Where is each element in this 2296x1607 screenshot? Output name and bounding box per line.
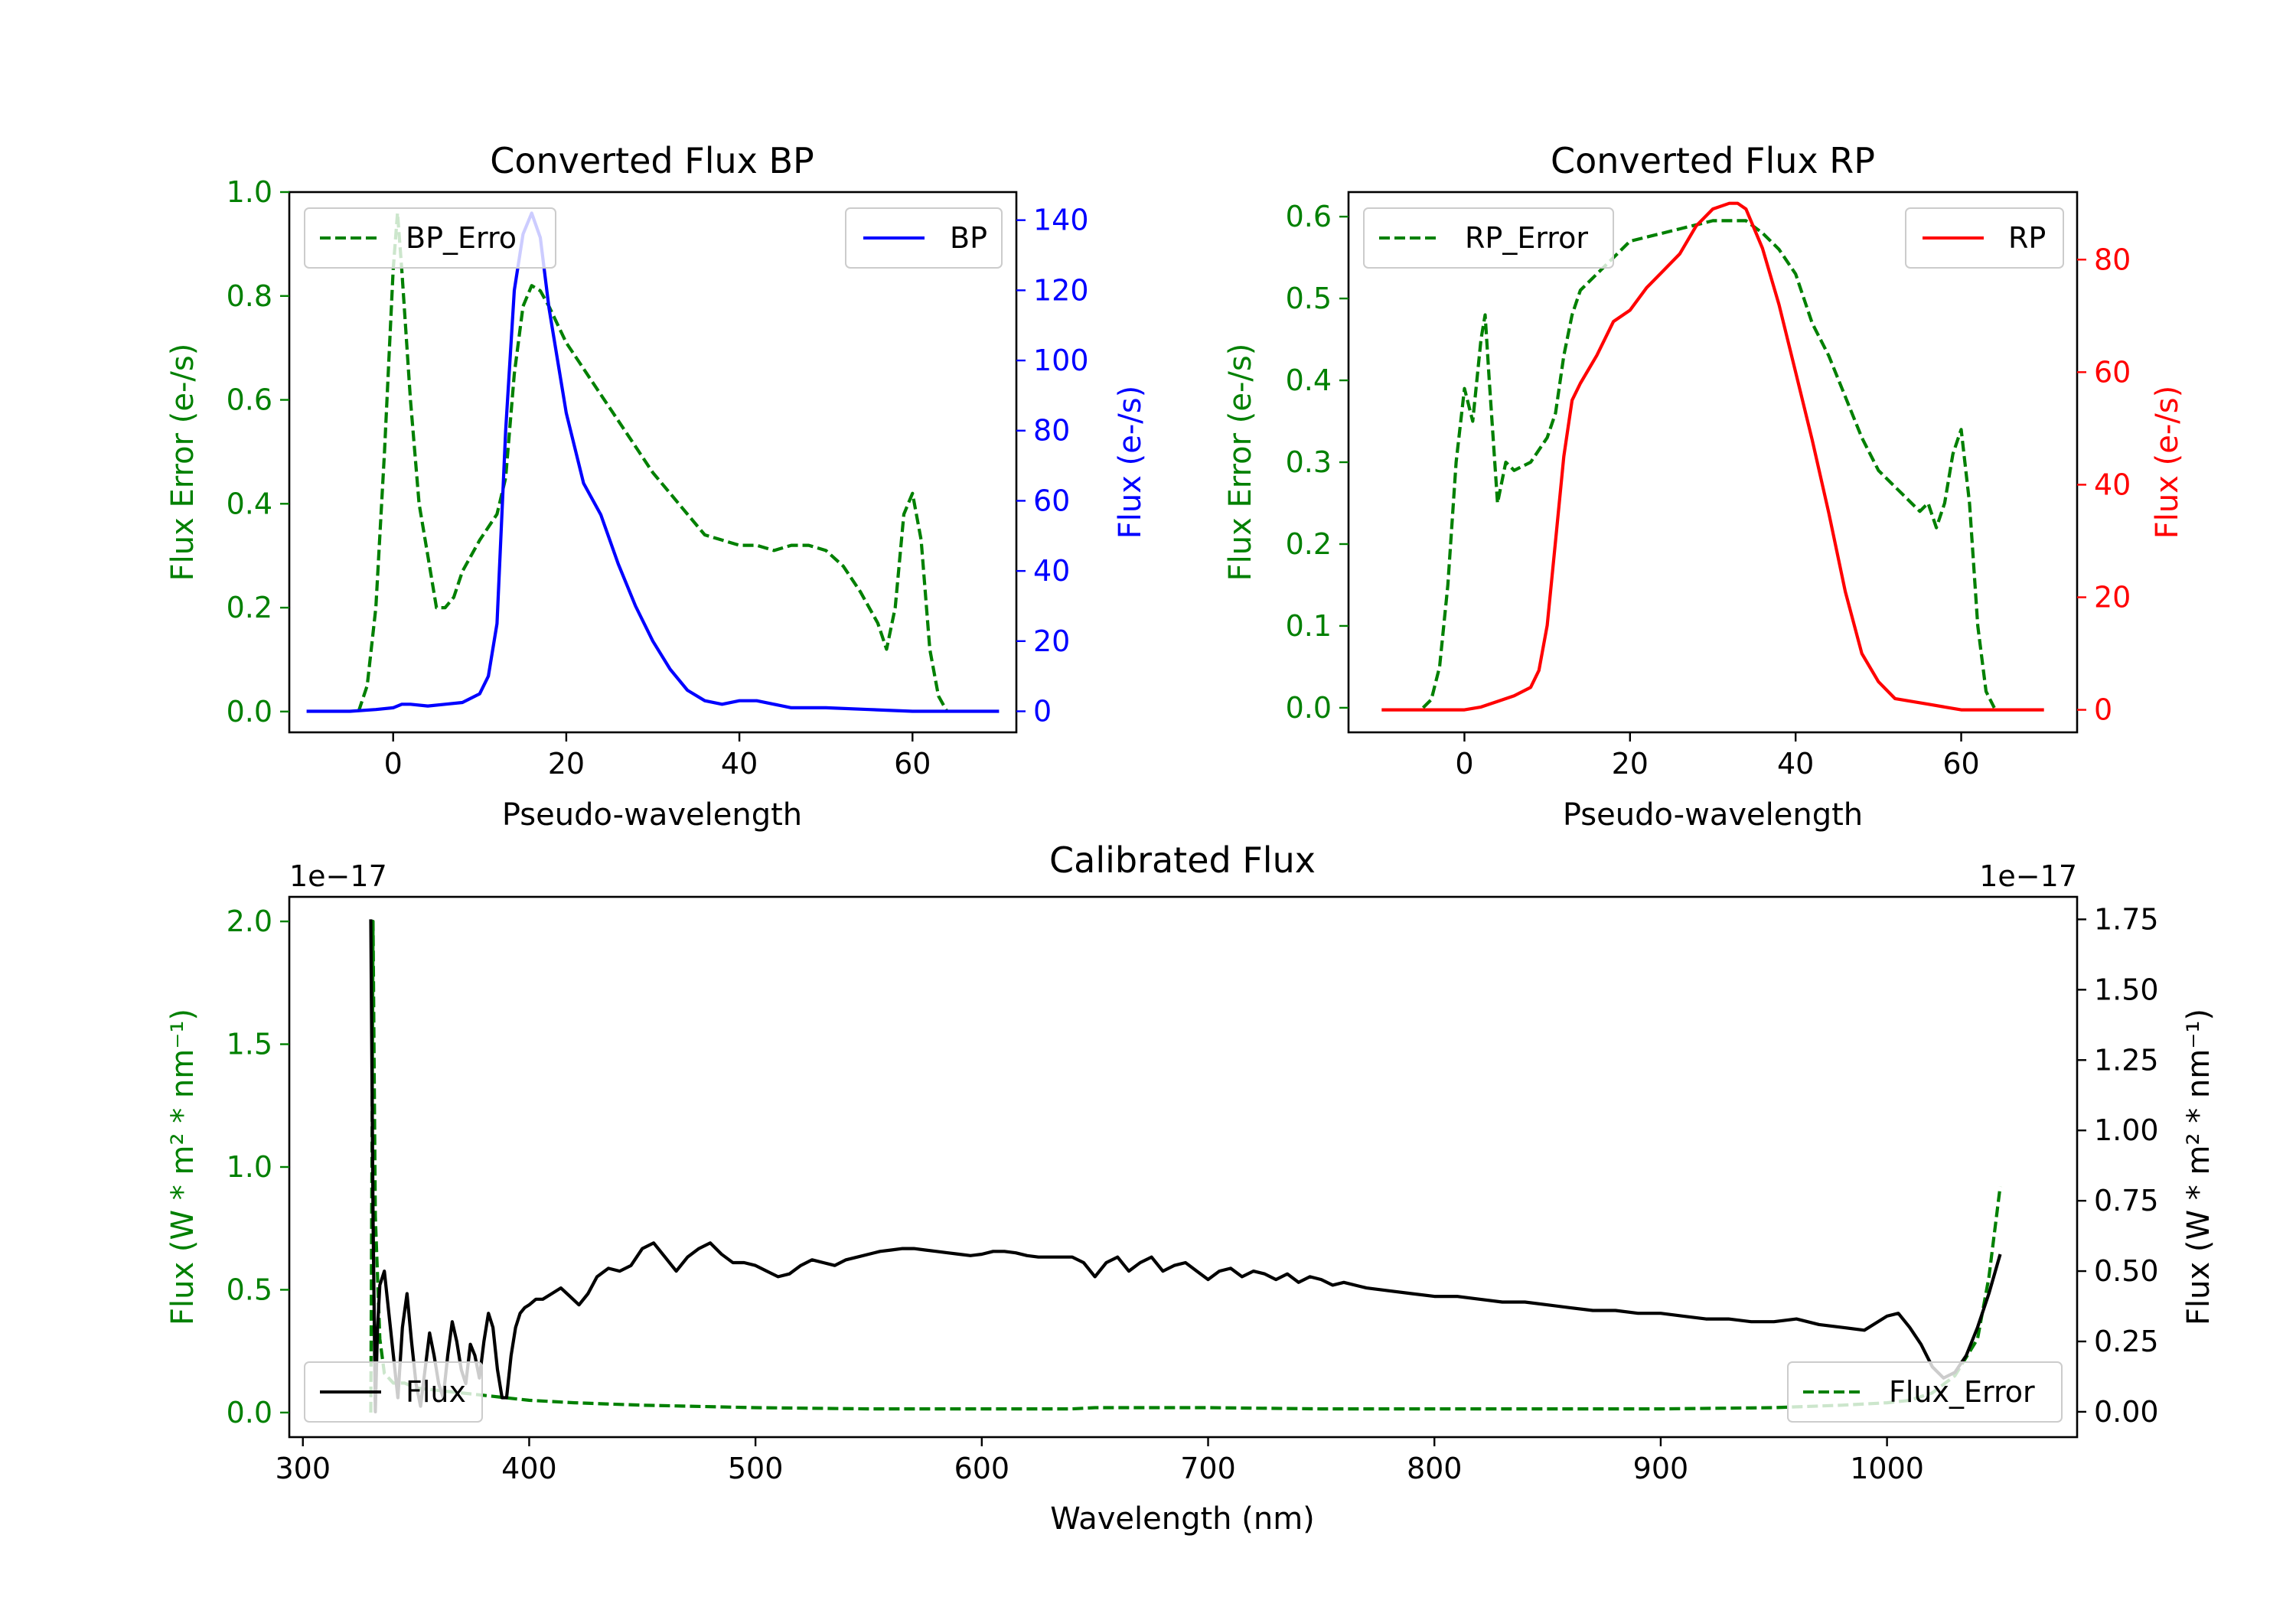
cal-x-tick-label: 900	[1633, 1452, 1689, 1485]
bp-right-y-tick-label: 100	[1033, 344, 1089, 377]
cal-legend-flux-label: Flux	[406, 1375, 466, 1409]
rp-left-y-tick-label: 0.4	[1286, 363, 1332, 397]
rp-left-y-tick-label: 0.2	[1286, 527, 1332, 561]
bp-x-tick-label: 60	[894, 747, 931, 781]
cal-series-flux-line	[369, 919, 2002, 1414]
bp-legend-flux-label: BP	[950, 221, 987, 255]
cal-left-y-tick-label: 0.0	[227, 1396, 272, 1429]
bp-right-y-tick-label: 40	[1033, 554, 1070, 588]
cal-x-tick-label: 700	[1180, 1452, 1236, 1485]
bp-left-y-tick-label: 0.6	[227, 383, 272, 417]
bp-x-tick-label: 0	[384, 747, 403, 781]
cal-right-y-tick-label: 1.75	[2094, 902, 2159, 936]
cal-right-y-label: Flux (W * m² * nm⁻¹)	[2181, 1009, 2216, 1325]
rp-right-y-tick-label: 60	[2094, 355, 2131, 389]
bp-series-flux-line	[306, 211, 1000, 713]
rp-left-y-tick-label: 0.6	[1286, 200, 1332, 233]
rp-panel: Converted Flux RP Pseudo-wavelength Flux…	[1223, 140, 2185, 833]
rp-series-flux-line	[1381, 201, 2044, 712]
bp-x-label: Pseudo-wavelength	[502, 797, 802, 833]
rp-legend-left: RP_Error	[1363, 207, 1614, 269]
cal-x-tick-label: 1000	[1850, 1452, 1924, 1485]
cal-left-y-tick-label: 1.0	[227, 1150, 272, 1184]
rp-x-label: Pseudo-wavelength	[1563, 797, 1863, 833]
bp-left-y-tick-label: 1.0	[227, 175, 272, 209]
cal-x-tick-label: 300	[275, 1452, 331, 1485]
bp-plot-frame	[288, 191, 1018, 734]
rp-x-tick-label: 20	[1612, 747, 1649, 781]
cal-left-offset-text: 1e−17	[289, 859, 387, 893]
cal-right-y-tick-label: 1.00	[2094, 1113, 2159, 1147]
rp-left-y-tick-label: 0.3	[1286, 445, 1332, 479]
rp-left-y-tick-label: 0.1	[1286, 609, 1332, 643]
cal-right-y-tick-label: 1.50	[2094, 973, 2159, 1006]
bp-right-y-tick-label: 0	[1033, 694, 1052, 728]
rp-left-y-tick-label: 0.0	[1286, 691, 1332, 725]
bp-legend-right: BP	[845, 207, 1003, 269]
rp-legend-error-label: RP_Error	[1465, 221, 1588, 255]
bp-right-y-tick-label: 140	[1033, 204, 1089, 237]
cal-legend-error-label: Flux_Error	[1889, 1375, 2035, 1409]
cal-x-tick-label: 500	[728, 1452, 784, 1485]
bp-legend-error-label: BP_Erro	[406, 221, 517, 255]
rp-left-y-tick-label: 0.5	[1286, 282, 1332, 315]
cal-right-offset-text: 1e−17	[1979, 859, 2077, 893]
cal-left-y-tick-label: 0.5	[227, 1273, 272, 1306]
cal-right-y-tick-label: 0.25	[2094, 1325, 2159, 1358]
cal-legend-left: Flux	[304, 1361, 483, 1423]
cal-right-y-tick-label: 0.00	[2094, 1395, 2159, 1429]
rp-right-y-tick-label: 20	[2094, 581, 2131, 614]
bp-series-error-line	[357, 211, 949, 712]
rp-x-tick-label: 40	[1777, 747, 1814, 781]
rp-right-y-tick-label: 40	[2094, 468, 2131, 501]
rp-right-y-tick-label: 80	[2094, 243, 2131, 276]
bp-panel: Converted Flux BP Pseudo-wavelength Flux…	[165, 140, 1148, 833]
cal-right-y-tick-label: 1.25	[2094, 1043, 2159, 1077]
rp-title: Converted Flux RP	[1551, 140, 1875, 181]
cal-x-tick-label: 600	[954, 1452, 1010, 1485]
bp-left-y-tick-label: 0.8	[227, 279, 272, 313]
cal-series-error-line	[369, 919, 2002, 1413]
rp-right-y-label: Flux (e-/s)	[2150, 386, 2185, 539]
rp-x-tick-label: 60	[1942, 747, 1979, 781]
rp-series-error-line	[1421, 219, 1996, 709]
bp-left-y-tick-label: 0.2	[227, 591, 272, 624]
rp-legend-right: RP	[1905, 207, 2064, 269]
cal-left-y-tick-label: 2.0	[227, 905, 272, 938]
bp-left-y-label: Flux Error (e-/s)	[165, 344, 201, 582]
bp-x-tick-label: 40	[721, 747, 758, 781]
bp-right-y-tick-label: 60	[1033, 484, 1070, 517]
bp-right-y-label: Flux (e-/s)	[1113, 386, 1148, 539]
bp-legend-left: BP_Erro	[304, 207, 556, 269]
cal-panel: Calibrated Flux 1e−17 1e−17 Wavelength (…	[165, 839, 2216, 1537]
bp-title: Converted Flux BP	[490, 140, 814, 181]
rp-x-tick-label: 0	[1455, 747, 1473, 781]
bp-right-y-tick-label: 120	[1033, 273, 1089, 307]
cal-title: Calibrated Flux	[1049, 839, 1316, 881]
cal-legend-right: Flux_Error	[1787, 1361, 2063, 1423]
cal-left-y-tick-label: 1.5	[227, 1028, 272, 1061]
bp-right-y-tick-label: 80	[1033, 414, 1070, 448]
cal-left-y-label: Flux (W * m² * nm⁻¹)	[165, 1009, 201, 1325]
bp-x-tick-label: 20	[548, 747, 585, 781]
cal-x-tick-label: 400	[501, 1452, 557, 1485]
rp-legend-flux-label: RP	[2008, 221, 2046, 255]
bp-left-y-tick-label: 0.4	[227, 487, 272, 520]
cal-right-y-tick-label: 0.50	[2094, 1254, 2159, 1288]
rp-left-y-label: Flux Error (e-/s)	[1223, 344, 1258, 582]
cal-right-y-tick-label: 0.75	[2094, 1184, 2159, 1217]
rp-right-y-tick-label: 0	[2094, 693, 2112, 727]
bp-right-y-tick-label: 20	[1033, 624, 1070, 658]
cal-x-tick-label: 800	[1407, 1452, 1463, 1485]
cal-x-label: Wavelength (nm)	[1050, 1501, 1315, 1537]
bp-left-y-tick-label: 0.0	[227, 695, 272, 729]
